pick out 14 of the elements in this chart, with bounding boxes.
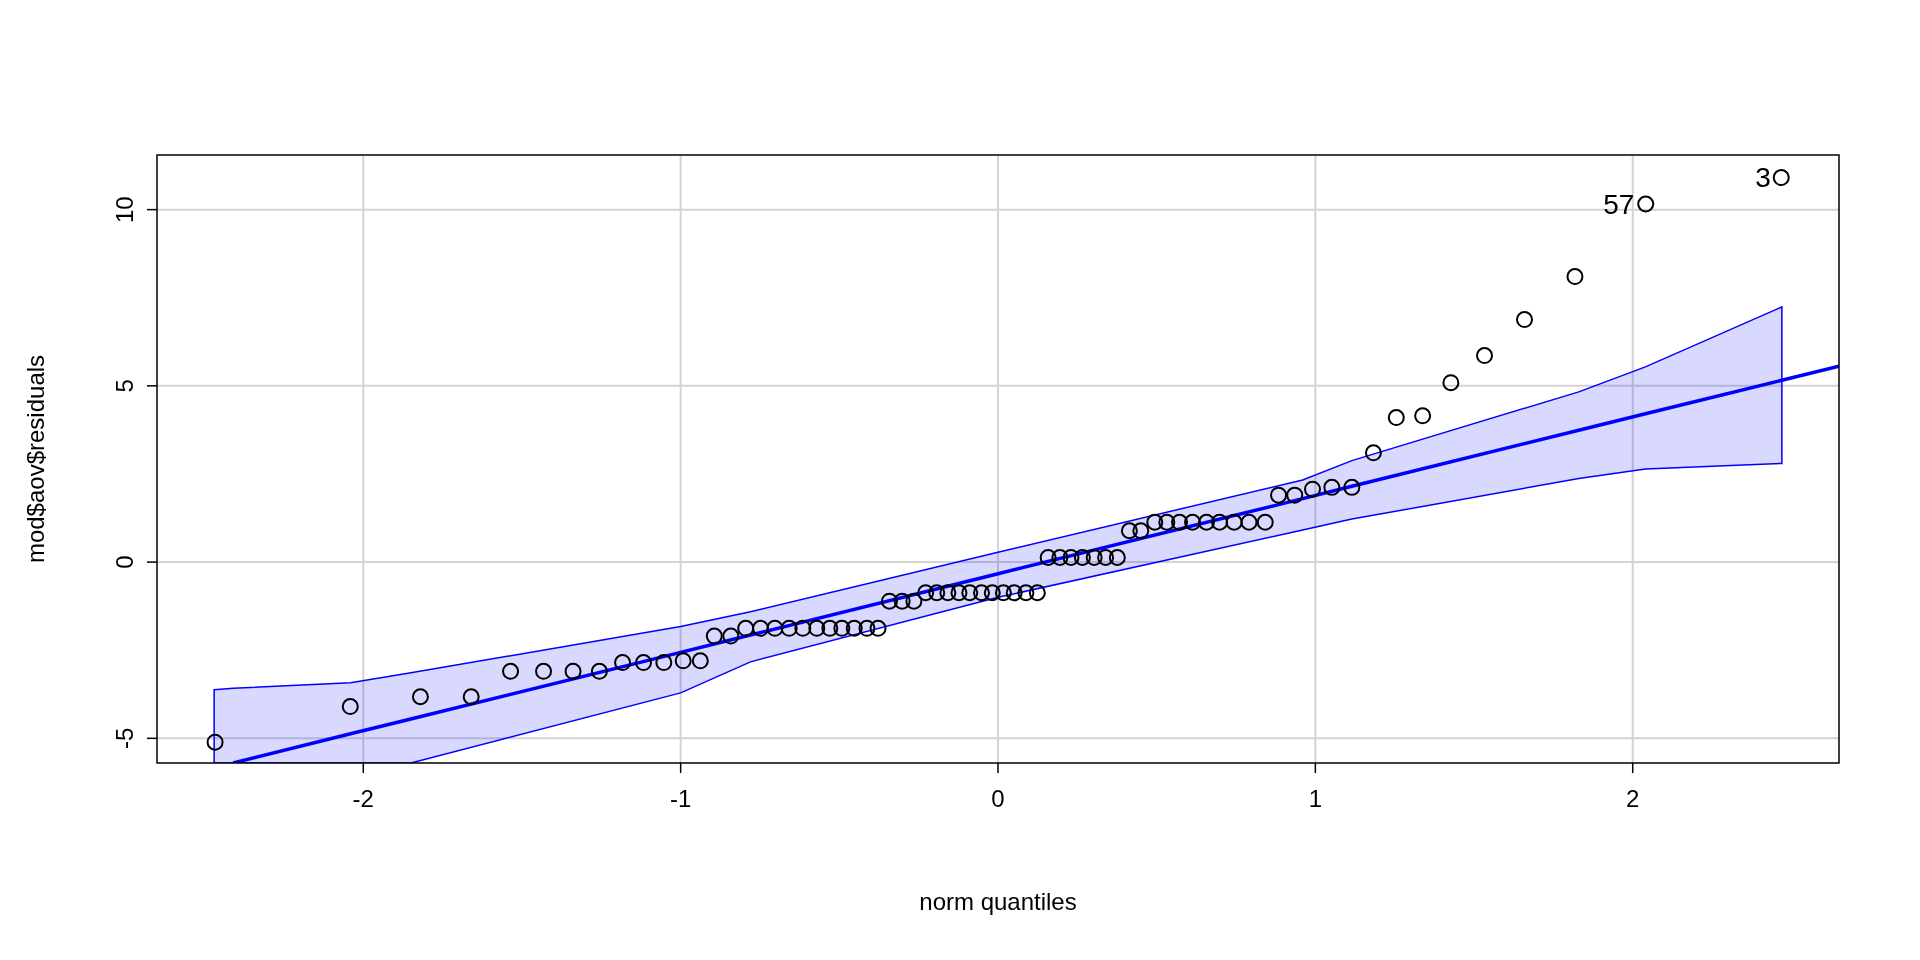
y-tick-label: -5 — [111, 727, 138, 749]
annotation: 57 — [1603, 188, 1635, 220]
x-tick-label: -1 — [669, 785, 692, 812]
annotation: 3 — [1755, 162, 1771, 194]
y-tick-label: 5 — [111, 379, 138, 393]
y-axis-title: mod$aov$residuals — [22, 354, 49, 564]
x-tick-label: 2 — [1626, 785, 1640, 812]
x-tick-label: 0 — [991, 785, 1005, 812]
y-tick-label: 0 — [111, 555, 138, 569]
x-axis-title: norm quantiles — [919, 888, 1077, 915]
x-tick-label: -2 — [352, 785, 374, 812]
y-tick-label: 10 — [111, 196, 138, 223]
x-tick-label: 1 — [1308, 785, 1323, 812]
line-series — [231, 364, 1839, 763]
